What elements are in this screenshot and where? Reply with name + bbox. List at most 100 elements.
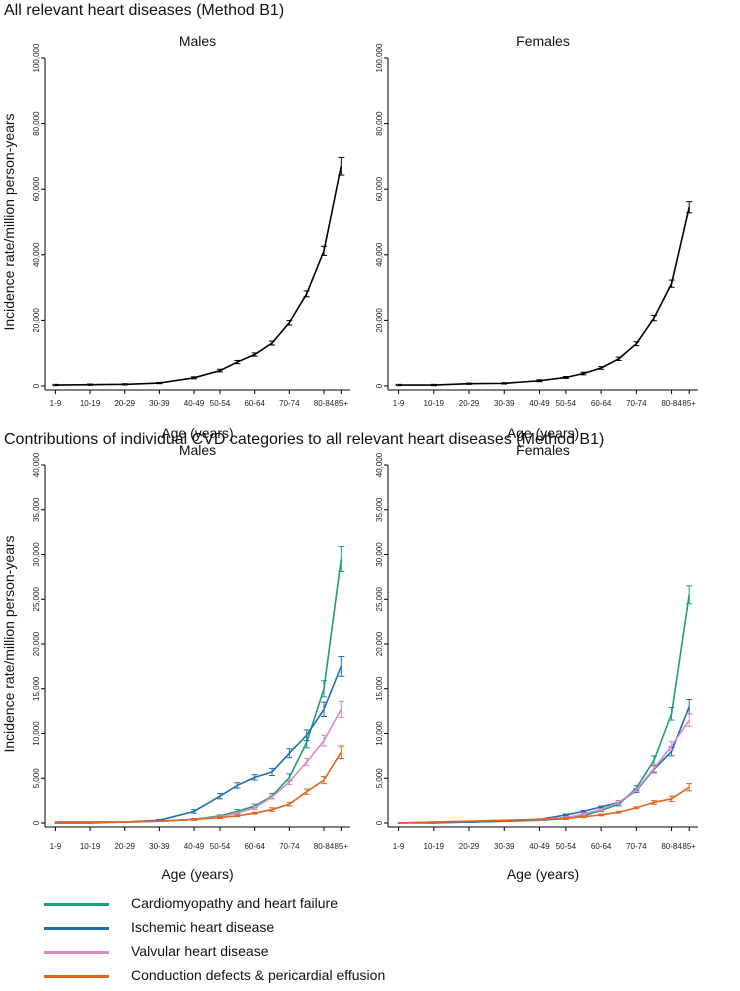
error-bar — [321, 245, 328, 256]
error-bar — [598, 808, 605, 811]
legend-swatch-ischemic — [44, 927, 109, 930]
x-tick-label: 10-19 — [80, 842, 101, 851]
y-tick-label: 40,000 — [32, 242, 41, 267]
y-tick-label: 100,000 — [375, 43, 384, 72]
error-bar — [580, 812, 587, 816]
x-tick-label: 30-39 — [149, 842, 170, 851]
data-point — [123, 821, 126, 823]
error-bar — [615, 356, 622, 361]
error-bar — [286, 748, 293, 759]
panel-title: Males — [179, 442, 216, 458]
y-tick-label: 30,000 — [32, 542, 41, 567]
chart-panel-1: Females 0 20,000 40,000 60,000 80,000 100,000 1… — [375, 33, 698, 441]
x-tick-label: 85+ — [682, 842, 696, 851]
x-tick-label: 40-49 — [529, 399, 550, 408]
x-tick-label: 20-29 — [459, 399, 480, 408]
x-tick-label: 1-9 — [50, 842, 62, 851]
error-bar — [338, 156, 345, 176]
y-tick-label: 15,000 — [375, 676, 384, 701]
y-axis-label: Incidence rate/million person-years — [1, 535, 17, 752]
y-tick-label: 5,000 — [32, 768, 41, 789]
error-bar — [191, 376, 198, 380]
data-point — [468, 820, 470, 823]
error-bar — [251, 774, 258, 781]
error-bar — [269, 794, 276, 800]
x-tick-label: 60-64 — [591, 842, 612, 851]
x-tick-label: 60-64 — [244, 842, 265, 851]
legend-swatch-conduction — [44, 975, 109, 978]
error-bar — [395, 383, 402, 387]
x-tick-label: 70-74 — [279, 399, 300, 408]
legend-label-ischemic: Ischemic heart disease — [131, 919, 275, 935]
error-bar — [251, 352, 258, 357]
data-point — [89, 821, 91, 823]
error-bar — [686, 713, 693, 727]
x-tick-label: 60-64 — [591, 399, 612, 408]
top-section-title: All relevant heart diseases (Method B1) — [4, 2, 285, 19]
error-bar — [338, 700, 345, 718]
error-bar — [286, 319, 293, 326]
x-tick-label: 80-84 — [661, 399, 682, 408]
error-bar — [121, 383, 128, 386]
y-tick-label: 35,000 — [375, 497, 384, 522]
y-tick-label: 80,000 — [375, 111, 384, 136]
y-tick-label: 60,000 — [375, 176, 384, 201]
series-line-3 — [55, 751, 343, 823]
y-tick-label: 10,000 — [375, 721, 384, 746]
error-bar — [321, 775, 328, 785]
error-bar — [269, 767, 276, 777]
error-bar — [598, 813, 605, 817]
error-bar — [501, 382, 508, 385]
series-line-0 — [55, 166, 343, 386]
error-bar — [633, 787, 640, 793]
x-tick-label: 50-54 — [556, 399, 577, 408]
y-tick-label: 5,000 — [375, 768, 384, 789]
legend-label-cardiomyopathy: Cardiomyopathy and heart failure — [131, 895, 339, 911]
x-tick-label: 10-19 — [424, 842, 445, 851]
error-bar — [191, 809, 198, 814]
x-tick-label: 1-9 — [393, 842, 405, 851]
y-tick-label: 25,000 — [32, 586, 41, 611]
x-tick-label: 10-19 — [80, 399, 101, 408]
x-tick-label: 50-54 — [210, 842, 231, 851]
x-tick-label: 40-49 — [184, 842, 205, 851]
series-line-3 — [398, 786, 690, 824]
y-tick-label: 20,000 — [375, 631, 384, 656]
error-bar — [303, 290, 310, 298]
error-bar — [430, 383, 437, 387]
error-bar — [633, 806, 640, 810]
error-bar — [217, 792, 224, 800]
error-bar — [321, 734, 328, 747]
error-bar — [217, 816, 224, 820]
error-bar — [303, 788, 310, 795]
y-tick-label: 20,000 — [32, 308, 41, 333]
series-line-1 — [55, 666, 343, 824]
series-line-2 — [55, 708, 343, 823]
x-tick-label: 85+ — [335, 842, 349, 851]
series-line-0 — [398, 594, 690, 824]
error-bar — [562, 375, 569, 379]
error-bar — [338, 656, 345, 677]
y-tick-label: 25,000 — [375, 586, 384, 611]
error-bar — [52, 383, 59, 387]
x-tick-label: 70-74 — [626, 842, 647, 851]
error-bar — [217, 368, 224, 373]
error-bar — [598, 366, 605, 370]
y-tick-label: 40,000 — [32, 452, 41, 477]
x-tick-label: 30-39 — [494, 399, 515, 408]
y-tick-label: 35,000 — [32, 497, 41, 522]
charts-canvas: Males 0 20,000 40,000 60,000 80,000 100,000 1-9… — [1, 33, 698, 882]
error-bar — [269, 340, 276, 346]
x-axis-label: Age (years) — [507, 425, 579, 441]
error-bar — [321, 680, 328, 698]
error-bar — [251, 805, 258, 811]
error-bar — [536, 379, 543, 383]
error-bar — [286, 801, 293, 807]
y-tick-label: 20,000 — [32, 631, 41, 656]
error-bar — [668, 707, 675, 721]
error-bar — [668, 795, 675, 803]
error-bar — [87, 383, 94, 386]
error-bar — [650, 314, 657, 322]
error-bar — [668, 279, 675, 288]
error-bar — [686, 201, 693, 214]
